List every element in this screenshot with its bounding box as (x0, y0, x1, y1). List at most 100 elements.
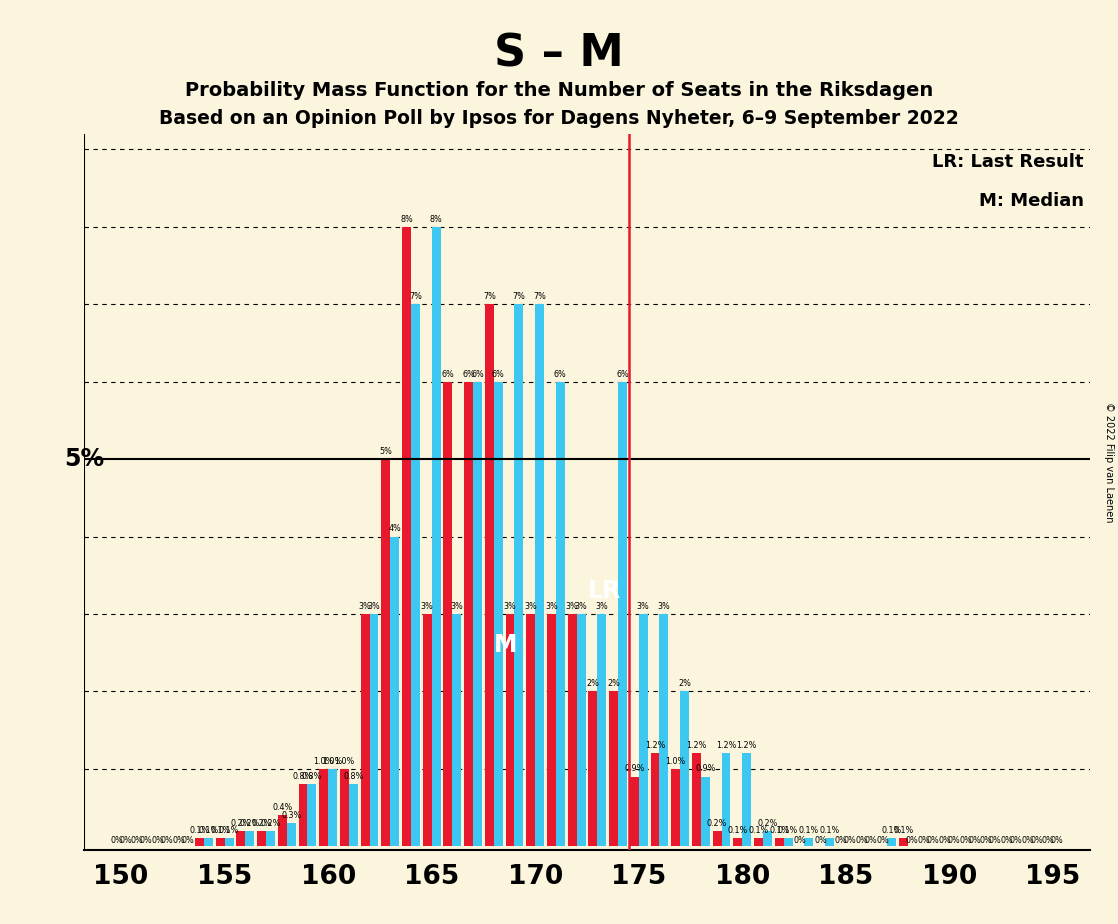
Text: 0.1%: 0.1% (881, 826, 902, 835)
Text: 3%: 3% (359, 602, 371, 611)
Text: 0.2%: 0.2% (252, 819, 272, 828)
Text: 0%: 0% (140, 835, 153, 845)
Text: 2%: 2% (607, 679, 620, 688)
Bar (804, 838, 813, 846)
Text: 0%: 0% (877, 835, 889, 845)
Bar (225, 838, 234, 846)
Bar (556, 382, 565, 846)
Text: 0%: 0% (1021, 835, 1034, 845)
Bar (320, 769, 329, 846)
Text: 0.1%: 0.1% (189, 826, 209, 835)
Text: 0%: 0% (111, 835, 123, 845)
Text: M: M (493, 633, 517, 657)
Text: 6%: 6% (492, 370, 504, 379)
Bar (692, 753, 701, 846)
Text: S – M: S – M (494, 32, 624, 76)
Text: 6%: 6% (462, 370, 475, 379)
Bar (825, 838, 834, 846)
Text: 1.0%: 1.0% (322, 757, 343, 766)
Bar (597, 614, 606, 846)
Text: 0.1%: 0.1% (769, 826, 789, 835)
Bar (701, 776, 710, 846)
Bar (618, 382, 627, 846)
Text: 0%: 0% (120, 835, 132, 845)
Text: 0%: 0% (814, 835, 827, 845)
Text: 1.2%: 1.2% (737, 741, 757, 750)
Text: 1.0%: 1.0% (665, 757, 685, 766)
Text: 2%: 2% (679, 679, 691, 688)
Text: 6%: 6% (555, 370, 567, 379)
Text: 0.1%: 0.1% (798, 826, 818, 835)
Text: 3%: 3% (566, 602, 578, 611)
Text: 0%: 0% (927, 835, 939, 845)
Text: 0%: 0% (959, 835, 972, 845)
Text: 0%: 0% (181, 835, 195, 845)
Bar (402, 227, 411, 846)
Text: 0.2%: 0.2% (757, 819, 778, 828)
Text: 8%: 8% (400, 214, 413, 224)
Text: 7%: 7% (409, 292, 421, 301)
Bar (651, 753, 660, 846)
Text: 0%: 0% (855, 835, 869, 845)
Bar (568, 614, 577, 846)
Text: 3%: 3% (420, 602, 434, 611)
Text: 0%: 0% (152, 835, 164, 845)
Text: 6%: 6% (616, 370, 628, 379)
Text: 3%: 3% (524, 602, 537, 611)
Text: 0%: 0% (1010, 835, 1022, 845)
Bar (680, 691, 689, 846)
Text: 0%: 0% (1001, 835, 1013, 845)
Bar (660, 614, 669, 846)
Text: 1.2%: 1.2% (686, 741, 707, 750)
Bar (390, 537, 399, 846)
Bar (629, 776, 638, 846)
Text: 7%: 7% (533, 292, 546, 301)
Bar (505, 614, 514, 846)
Bar (266, 831, 275, 846)
Text: 1.2%: 1.2% (645, 741, 665, 750)
Text: 3%: 3% (504, 602, 517, 611)
Text: 0%: 0% (161, 835, 173, 845)
Text: 0.1%: 0.1% (198, 826, 218, 835)
Text: 0%: 0% (968, 835, 980, 845)
Text: 3%: 3% (546, 602, 558, 611)
Bar (754, 838, 762, 846)
Text: 0.1%: 0.1% (893, 826, 913, 835)
Bar (286, 823, 295, 846)
Text: 0%: 0% (979, 835, 993, 845)
Text: 5%: 5% (65, 447, 105, 471)
Bar (236, 831, 245, 846)
Text: 0.4%: 0.4% (272, 803, 293, 812)
Text: 1.2%: 1.2% (716, 741, 736, 750)
Bar (381, 459, 390, 846)
Text: 0%: 0% (844, 835, 856, 845)
Bar (671, 769, 680, 846)
Text: 0.8%: 0.8% (302, 772, 322, 781)
Bar (245, 831, 254, 846)
Bar (784, 838, 793, 846)
Text: 5%: 5% (379, 447, 392, 456)
Text: 3%: 3% (596, 602, 608, 611)
Bar (340, 769, 349, 846)
Text: 0.8%: 0.8% (343, 772, 363, 781)
Text: 0.1%: 0.1% (210, 826, 230, 835)
Text: 0.3%: 0.3% (281, 811, 302, 820)
Bar (411, 304, 420, 846)
Text: 0%: 0% (947, 835, 960, 845)
Bar (216, 838, 225, 846)
Bar (329, 769, 337, 846)
Text: 0.2%: 0.2% (239, 819, 260, 828)
Text: 0.1%: 0.1% (748, 826, 768, 835)
Bar (473, 382, 482, 846)
Text: 0%: 0% (1042, 835, 1054, 845)
Text: 0%: 0% (1030, 835, 1043, 845)
Text: LR: Last Result: LR: Last Result (932, 153, 1083, 171)
Text: 0%: 0% (938, 835, 951, 845)
Text: 0%: 0% (864, 835, 878, 845)
Text: LR: LR (588, 578, 622, 602)
Text: 0%: 0% (1051, 835, 1063, 845)
Bar (494, 382, 503, 846)
Bar (742, 753, 751, 846)
Bar (453, 614, 462, 846)
Text: 0.1%: 0.1% (728, 826, 748, 835)
